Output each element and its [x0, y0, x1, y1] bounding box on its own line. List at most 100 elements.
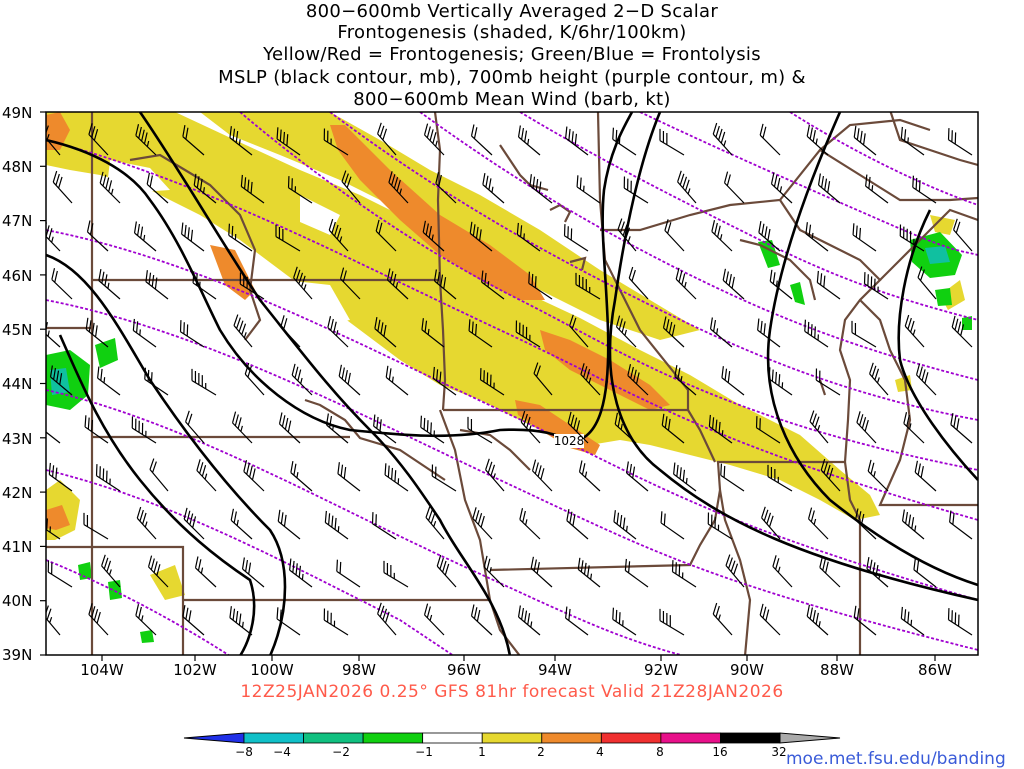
wind-barb [851, 320, 877, 348]
wind-barb [533, 362, 553, 396]
lat-label: 42N [2, 484, 33, 502]
wind-barb [869, 362, 889, 396]
wind-barb [519, 508, 541, 540]
wind-barb [98, 269, 121, 300]
wind-barb [182, 605, 205, 636]
wind-barb [275, 224, 301, 252]
wind-barb [470, 604, 493, 636]
wind-barb [233, 314, 253, 348]
height-contours [46, 112, 978, 655]
wind-barb [768, 367, 793, 396]
wind-barb [580, 363, 601, 396]
wind-barb [854, 508, 877, 540]
wind-barb [48, 462, 73, 492]
wind-barb [136, 506, 157, 540]
lon-label: 98W [342, 661, 376, 679]
lat-label: 48N [2, 158, 33, 176]
colorbar-swatch [243, 732, 304, 744]
wind-barb [287, 176, 313, 204]
wind-barb [612, 127, 637, 156]
wind-barb [323, 608, 349, 636]
wind-barb [328, 218, 349, 252]
wind-barb [324, 510, 349, 540]
wind-barb [660, 511, 685, 540]
wind-barb [863, 272, 889, 300]
lon-label: 96W [447, 661, 481, 679]
wind-barb [865, 174, 889, 204]
colorbar [183, 732, 841, 744]
wind-barb [420, 415, 445, 444]
wind-barb [135, 604, 157, 636]
wind-barb [241, 557, 265, 588]
wind-barb [384, 463, 409, 492]
wind-barb [772, 555, 793, 588]
title-line-3: Yellow/Red = Frontogenesis; Green/Blue =… [263, 44, 761, 65]
wind-barb [383, 560, 409, 588]
contour-label: 1028 [554, 434, 585, 448]
wind-barb [815, 368, 841, 396]
wind-barb [903, 412, 925, 444]
lat-label: 39N [2, 646, 33, 664]
wind-barb [277, 509, 301, 540]
lon-label: 92W [644, 661, 678, 679]
wind-barb [673, 462, 697, 492]
colorbar-under-arrow [183, 732, 245, 744]
wind-barb [336, 559, 361, 588]
wind-barb [659, 128, 685, 156]
lon-label: 102W [173, 661, 217, 679]
wind-barb [179, 320, 205, 348]
wind-barb [947, 128, 973, 156]
wind-barb [290, 461, 313, 492]
wind-barb [276, 127, 301, 156]
wind-barb [917, 266, 937, 300]
wind-barb [722, 268, 745, 300]
wind-barb [276, 607, 301, 636]
wind-barb [866, 557, 889, 588]
wind-barb [191, 368, 217, 396]
wind-barb [51, 268, 73, 300]
credit-link[interactable]: moe.met.fsu.edu/banding [786, 749, 1006, 769]
wind-barb [373, 414, 397, 444]
wind-barb [575, 272, 601, 300]
wind-barb [278, 412, 301, 444]
wind-barb [88, 603, 109, 636]
colorbar-swatch [362, 732, 424, 744]
wind-barb [947, 608, 973, 636]
lat-label: 41N [2, 538, 33, 556]
wind-barb [951, 315, 973, 348]
wind-barb [228, 223, 253, 252]
forecast-valid-time: 12Z25JAN2026 0.25° GFS 81hr forecast Val… [240, 682, 784, 702]
wind-barb [325, 413, 349, 444]
colorbar-label: 4 [596, 745, 604, 759]
wind-barb [196, 459, 217, 492]
wind-barb [388, 171, 409, 204]
wind-barb [88, 123, 109, 156]
wind-barb [806, 604, 829, 636]
wind-barb [194, 556, 217, 588]
wind-barb [528, 271, 553, 300]
wind-barb [661, 413, 685, 444]
wind-barb [374, 317, 397, 348]
wind-barb [240, 174, 265, 204]
wind-barb [468, 319, 493, 348]
wind-barb [386, 268, 409, 300]
wind-barb [149, 458, 169, 492]
colorbar-label: −8 [235, 745, 253, 759]
wind-barb [900, 126, 925, 156]
wind-barb [131, 416, 157, 444]
wind-barb [712, 122, 733, 156]
colorbar-swatch [422, 732, 483, 744]
contour-label-bg [554, 434, 584, 448]
wind-barb [914, 460, 937, 492]
title-line-4: MSLP (black contour, mb), 700mb height (… [218, 67, 806, 88]
wind-barb [49, 365, 73, 396]
wind-barb [904, 314, 925, 348]
wind-barb [707, 512, 733, 540]
wind-barb [371, 512, 397, 540]
wind-barb [628, 266, 649, 300]
wind-barb [146, 172, 169, 204]
wind-barb [84, 415, 109, 444]
wind-barb [913, 558, 937, 588]
wind-barb [291, 363, 313, 396]
wind-barb [436, 554, 457, 588]
